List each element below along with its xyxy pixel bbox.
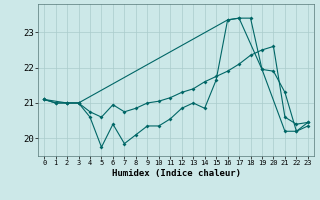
- X-axis label: Humidex (Indice chaleur): Humidex (Indice chaleur): [111, 169, 241, 178]
